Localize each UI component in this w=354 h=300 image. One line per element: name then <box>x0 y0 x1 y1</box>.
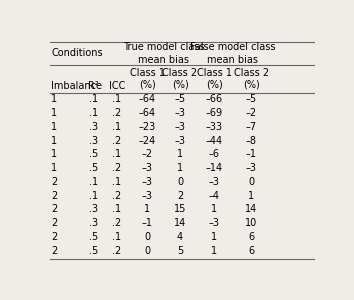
Text: .2: .2 <box>112 136 121 146</box>
Text: –69: –69 <box>206 108 223 118</box>
Text: –3: –3 <box>142 163 153 173</box>
Text: –14: –14 <box>206 163 223 173</box>
Text: Conditions: Conditions <box>51 48 103 59</box>
Text: .1: .1 <box>112 149 121 159</box>
Text: –7: –7 <box>246 122 257 132</box>
Text: .3: .3 <box>89 136 98 146</box>
Text: 1: 1 <box>211 232 217 242</box>
Text: 2: 2 <box>51 246 57 256</box>
Text: 2: 2 <box>51 191 57 201</box>
Text: –3: –3 <box>209 177 220 187</box>
Text: –5: –5 <box>246 94 257 104</box>
Text: Class 2
(%): Class 2 (%) <box>162 68 198 90</box>
Text: 2: 2 <box>177 191 183 201</box>
Text: –64: –64 <box>138 108 156 118</box>
Text: .1: .1 <box>112 122 121 132</box>
Text: 0: 0 <box>248 177 255 187</box>
Text: 1: 1 <box>177 163 183 173</box>
Text: .1: .1 <box>89 191 98 201</box>
Text: .5: .5 <box>89 163 98 173</box>
Text: 1: 1 <box>51 149 57 159</box>
Text: –1: –1 <box>246 149 257 159</box>
Text: 0: 0 <box>177 177 183 187</box>
Text: –4: –4 <box>209 191 220 201</box>
Text: 15: 15 <box>174 204 186 214</box>
Text: 2: 2 <box>51 177 57 187</box>
Text: .1: .1 <box>89 94 98 104</box>
Text: –2: –2 <box>142 149 153 159</box>
Text: .5: .5 <box>89 232 98 242</box>
Text: .2: .2 <box>112 163 121 173</box>
Text: 1: 1 <box>51 94 57 104</box>
Text: 0: 0 <box>144 232 150 242</box>
Text: 2: 2 <box>51 204 57 214</box>
Text: .2: .2 <box>112 108 121 118</box>
Text: –33: –33 <box>206 122 223 132</box>
Text: –3: –3 <box>246 163 257 173</box>
Text: Class 1
(%): Class 1 (%) <box>130 68 165 90</box>
Text: .2: .2 <box>112 246 121 256</box>
Text: 14: 14 <box>245 204 257 214</box>
Text: 5: 5 <box>177 246 183 256</box>
Text: 1: 1 <box>248 191 255 201</box>
Text: R²: R² <box>88 81 99 92</box>
Text: –6: –6 <box>209 149 220 159</box>
Text: .1: .1 <box>112 94 121 104</box>
Text: –3: –3 <box>175 136 185 146</box>
Text: 1: 1 <box>51 136 57 146</box>
Text: 0: 0 <box>144 246 150 256</box>
Text: 2: 2 <box>51 218 57 228</box>
Text: True model class
mean bias: True model class mean bias <box>123 42 204 64</box>
Text: 10: 10 <box>245 218 257 228</box>
Text: –64: –64 <box>138 94 156 104</box>
Text: .1: .1 <box>89 108 98 118</box>
Text: Class 2
(%): Class 2 (%) <box>234 68 269 90</box>
Text: 1: 1 <box>177 149 183 159</box>
Text: 2: 2 <box>51 232 57 242</box>
Text: 14: 14 <box>174 218 186 228</box>
Text: –44: –44 <box>206 136 223 146</box>
Text: 1: 1 <box>211 246 217 256</box>
Text: 4: 4 <box>177 232 183 242</box>
Text: 1: 1 <box>51 108 57 118</box>
Text: –23: –23 <box>138 122 156 132</box>
Text: .1: .1 <box>112 204 121 214</box>
Text: .3: .3 <box>89 204 98 214</box>
Text: 1: 1 <box>211 204 217 214</box>
Text: –3: –3 <box>175 122 185 132</box>
Text: 1: 1 <box>51 163 57 173</box>
Text: –2: –2 <box>246 108 257 118</box>
Text: –66: –66 <box>206 94 223 104</box>
Text: –3: –3 <box>209 218 220 228</box>
Text: –1: –1 <box>142 218 153 228</box>
Text: 6: 6 <box>248 232 255 242</box>
Text: .2: .2 <box>112 191 121 201</box>
Text: False model class
mean bias: False model class mean bias <box>190 42 276 64</box>
Text: 1: 1 <box>51 122 57 132</box>
Text: .5: .5 <box>89 246 98 256</box>
Text: 6: 6 <box>248 246 255 256</box>
Text: –24: –24 <box>138 136 156 146</box>
Text: –8: –8 <box>246 136 257 146</box>
Text: –3: –3 <box>142 177 153 187</box>
Text: Imbalance: Imbalance <box>51 81 102 92</box>
Text: –5: –5 <box>175 94 185 104</box>
Text: .1: .1 <box>112 232 121 242</box>
Text: 1: 1 <box>144 204 150 214</box>
Text: –3: –3 <box>175 108 185 118</box>
Text: .1: .1 <box>112 177 121 187</box>
Text: –3: –3 <box>142 191 153 201</box>
Text: .5: .5 <box>89 149 98 159</box>
Text: .2: .2 <box>112 218 121 228</box>
Text: .3: .3 <box>89 218 98 228</box>
Text: .1: .1 <box>89 177 98 187</box>
Text: ICC: ICC <box>109 81 125 92</box>
Text: Class 1
(%): Class 1 (%) <box>197 68 232 90</box>
Text: .3: .3 <box>89 122 98 132</box>
